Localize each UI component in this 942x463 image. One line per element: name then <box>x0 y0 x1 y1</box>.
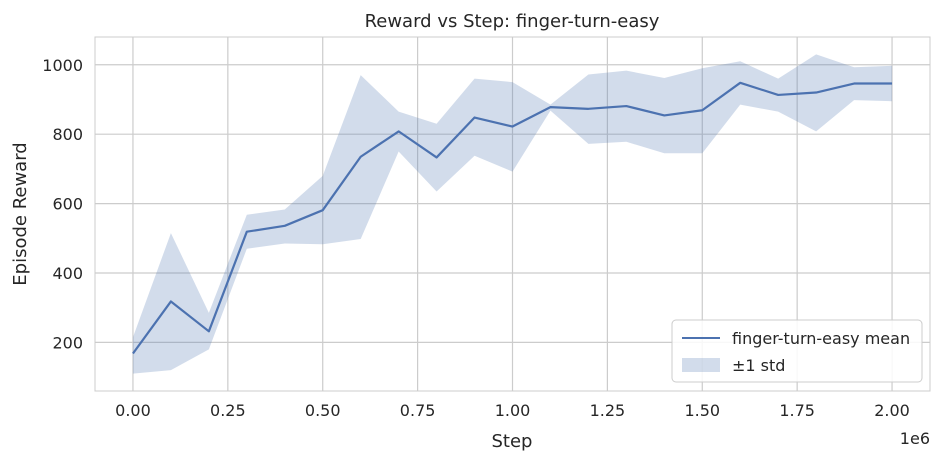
std-band-area <box>132 54 893 374</box>
y-tick-label: 800 <box>52 125 83 144</box>
x-axis-label: Step <box>492 431 533 452</box>
x-tick-label: 0.00 <box>115 401 151 420</box>
x-tick-label: 1.50 <box>684 401 720 420</box>
y-axis-label: Episode Reward <box>10 142 31 285</box>
x-tick-labels: 0.00 0.25 0.50 0.75 1.00 1.25 1.50 1.75 2.00 <box>115 401 910 420</box>
x-tick-label: 0.75 <box>400 401 436 420</box>
y-tick-label: 200 <box>52 333 83 352</box>
x-tick-label: 1.00 <box>495 401 531 420</box>
chart-title: Reward vs Step: finger-turn-easy <box>365 11 660 32</box>
mean-line <box>132 81 893 355</box>
legend-box <box>671 319 923 383</box>
x-tick-label: 1.25 <box>590 401 626 420</box>
x-tick-label: 1.75 <box>779 401 815 420</box>
y-tick-label: 1000 <box>42 56 83 75</box>
legend: finger-turn-easy mean ±1 std <box>671 319 923 383</box>
std-band <box>132 54 893 374</box>
x-tick-label: 2.00 <box>874 401 910 420</box>
x-tick-label: 0.50 <box>305 401 341 420</box>
x-offset-label: 1e6 <box>900 429 930 448</box>
y-tick-labels: 200 400 600 800 1000 <box>42 56 83 353</box>
x-tick-label: 0.25 <box>210 401 246 420</box>
legend-std-label: ±1 std <box>732 356 785 375</box>
y-tick-label: 400 <box>52 264 83 283</box>
legend-band-swatch <box>682 358 720 372</box>
series-line <box>132 81 893 355</box>
y-tick-label: 600 <box>52 195 83 214</box>
plot-frame <box>94 36 931 392</box>
legend-mean-label: finger-turn-easy mean <box>732 329 910 348</box>
